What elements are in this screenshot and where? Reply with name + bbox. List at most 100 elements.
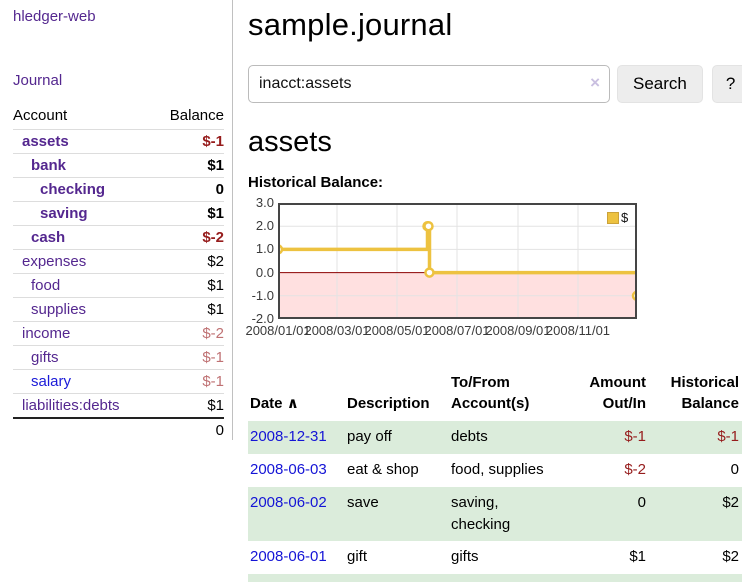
register-table: Date ∧ Description To/From Account(s) Am… — [248, 369, 742, 582]
account-balance: $-1 — [152, 369, 224, 394]
account-balance: $1 — [152, 297, 224, 322]
clear-search-icon[interactable]: × — [590, 73, 600, 92]
register-row: 2008-06-01 gift gifts $1 $2 — [248, 541, 742, 574]
transaction-date-link[interactable]: 2008-06-03 — [250, 461, 327, 479]
account-link-salary[interactable]: salary — [31, 373, 72, 390]
account-link-expenses[interactable]: expenses — [22, 253, 87, 270]
transaction-date-link[interactable]: 2008-12-31 — [250, 428, 327, 446]
account-balance: $1 — [152, 201, 224, 226]
x-axis-tick-label: 2008/09/01 — [485, 323, 551, 338]
transaction-accounts: saving, checking — [451, 493, 511, 533]
transaction-amount: $-2 — [624, 461, 646, 479]
account-balance: 0 — [152, 177, 224, 202]
account-balance: $1 — [152, 153, 224, 178]
x-axis-tick-label: 2008/01/01 — [245, 323, 311, 338]
accounts-total-row: 0 — [13, 417, 224, 442]
account-balance: $-1 — [152, 345, 224, 370]
account-link-supplies[interactable]: supplies — [31, 301, 87, 318]
register-header-balance: Historical Balance — [670, 374, 739, 412]
account-row: saving $1 — [13, 201, 224, 226]
sidebar-item-journal[interactable]: Journal — [13, 72, 63, 89]
help-button[interactable]: ? — [711, 65, 742, 103]
account-balance: $2 — [152, 249, 224, 274]
legend-label: $ — [621, 210, 629, 225]
sidebar: hledger-web Journal Account Balance asse… — [0, 0, 233, 442]
y-axis-tick-label: 3.0 — [255, 195, 274, 210]
y-axis-tick-label: 2.0 — [255, 218, 274, 234]
sort-ascending-icon: ∧ — [286, 394, 299, 412]
account-row: food $1 — [13, 273, 224, 298]
account-row: checking 0 — [13, 177, 224, 202]
account-link-cash[interactable]: cash — [31, 229, 66, 246]
account-row: cash $-2 — [13, 225, 224, 250]
account-row: expenses $2 — [13, 249, 224, 274]
chart-title: Historical Balance: — [248, 174, 384, 191]
transaction-amount: 0 — [637, 493, 646, 511]
transaction-description: save — [347, 493, 379, 511]
accounts-header-balance: Balance — [169, 107, 224, 124]
account-link-saving[interactable]: saving — [40, 205, 88, 222]
register-row: 2008-01-01 income salary $1 $1 — [248, 574, 742, 582]
x-axis-tick-label: 2008/05/01 — [364, 323, 430, 338]
account-row: supplies $1 — [13, 297, 224, 322]
register-header-description: Description — [347, 394, 430, 412]
register-row: 2008-12-31 pay off debts $-1 $-1 — [248, 421, 742, 455]
transaction-accounts: food, supplies — [451, 461, 544, 479]
x-axis-tick-label: 2008/11/01 — [545, 323, 611, 338]
account-link-bank[interactable]: bank — [31, 157, 67, 174]
transaction-amount: $1 — [559, 574, 649, 582]
account-balance: $-2 — [152, 321, 224, 346]
transaction-amount: $1 — [629, 548, 646, 566]
transaction-amount: $-1 — [624, 428, 646, 446]
page-title: sample.journal — [248, 7, 453, 42]
account-row: bank $1 — [13, 153, 224, 178]
account-link-checking[interactable]: checking — [40, 181, 106, 198]
accounts-header-account: Account — [13, 107, 68, 124]
search-button[interactable]: Search — [617, 65, 703, 103]
chart-plot-area — [278, 203, 637, 319]
account-link-income[interactable]: income — [22, 325, 71, 342]
accounts-header-row: Account Balance — [13, 105, 224, 130]
chart-legend: $ — [605, 209, 631, 226]
account-link-liabilities-debts[interactable]: liabilities:debts — [22, 397, 120, 414]
account-link-food[interactable]: food — [31, 277, 61, 294]
transaction-balance: $1 — [649, 574, 742, 582]
transaction-date-link[interactable]: 2008-06-02 — [250, 493, 327, 511]
register-header-amount: Amount Out/In — [589, 374, 646, 412]
x-axis-tick-label: 2008/07/01 — [424, 323, 490, 338]
account-link-gifts[interactable]: gifts — [31, 349, 59, 366]
account-balance: $1 — [152, 273, 224, 298]
transaction-date-link[interactable]: 2008-06-01 — [250, 548, 327, 566]
y-axis-tick-label: -2.0 — [251, 311, 274, 326]
register-row: 2008-06-03 eat & shop food, supplies $-2… — [248, 454, 742, 487]
transaction-balance: $2 — [722, 493, 739, 511]
transaction-description: income — [345, 574, 449, 582]
historical-balance-chart: $ 2008/01/01 2008/03/01 2008/05/01 2008/07/… — [245, 195, 678, 349]
x-axis-tick-label: 2008/03/01 — [304, 323, 370, 338]
app-title-link[interactable]: hledger-web — [13, 8, 96, 25]
account-heading: assets — [248, 126, 332, 158]
register-header-date[interactable]: Date ∧ — [248, 369, 345, 421]
transaction-description: gift — [347, 548, 368, 566]
transaction-balance: $2 — [722, 548, 739, 566]
main-content: sample.journal × Search ? assets Histori… — [233, 0, 742, 582]
account-balance: $-1 — [152, 129, 224, 154]
transaction-description: pay off — [347, 428, 392, 446]
account-balance: $1 — [152, 393, 224, 418]
transaction-balance: 0 — [730, 461, 739, 479]
account-row: liabilities:debts $1 — [13, 393, 224, 418]
account-row: income $-2 — [13, 321, 224, 346]
y-axis-tick-label: 1.0 — [255, 241, 274, 257]
account-link-assets[interactable]: assets — [22, 133, 69, 150]
account-row: gifts $-1 — [13, 345, 224, 370]
y-axis-tick-label: 0.0 — [255, 264, 274, 280]
accounts-table: Account Balance assets $-1 bank $1 check… — [13, 105, 224, 442]
register-header-row: Date ∧ Description To/From Account(s) Am… — [248, 369, 742, 421]
legend-swatch-icon — [607, 211, 619, 224]
search-form: × Search ? — [248, 65, 742, 103]
account-row: assets $-1 — [13, 129, 224, 154]
search-input[interactable] — [248, 65, 610, 103]
register-header-accounts: To/From Account(s) — [451, 374, 530, 412]
transaction-description: eat & shop — [347, 461, 419, 479]
